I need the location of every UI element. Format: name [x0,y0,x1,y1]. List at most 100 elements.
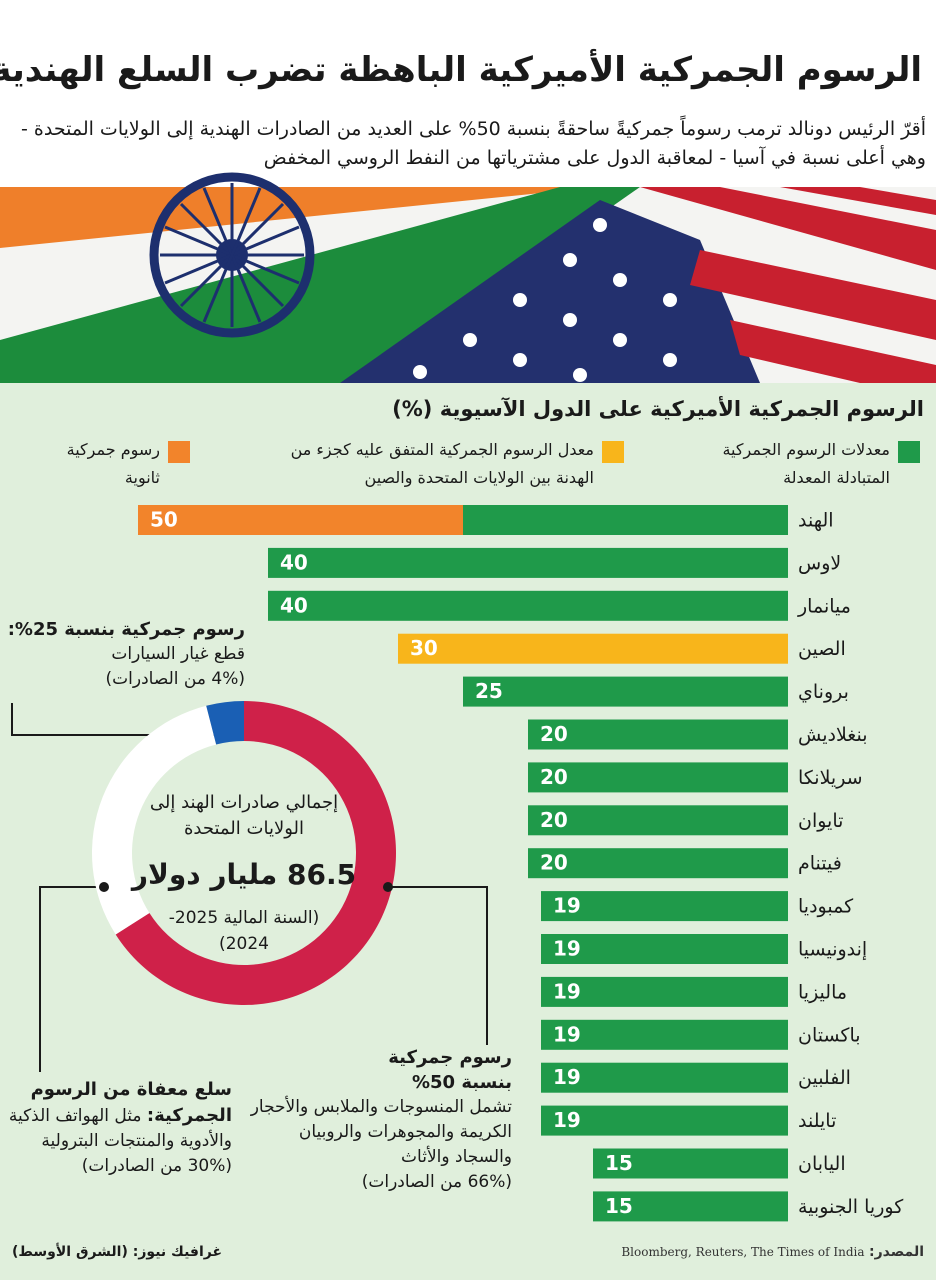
legend-label: رسوم جمركية ثانوية [66,440,160,487]
ashoka-chakra [149,172,315,338]
annotation-value-label: (4% من الصادرات) [105,669,245,689]
us-stripe [780,187,936,215]
category-label: اليابان [798,1153,846,1175]
legend-swatch [602,441,624,463]
bar [541,1105,788,1136]
category-label: فيتنام [798,853,842,875]
bar [541,891,788,922]
us-stripe [690,250,936,340]
category-label: كوريا الجنوبية [798,1196,904,1218]
bar [528,762,788,793]
source-label: المصدر: [869,1244,924,1260]
category-label: الصين [798,638,846,660]
bar [528,805,788,836]
bar [268,547,788,578]
bar [398,633,788,664]
us-canton [340,200,760,383]
source-text: Bloomberg, Reuters, The Times of India [621,1245,865,1259]
category-label: ماليزيا [798,981,847,1003]
value-label: 20 [540,765,568,789]
bar-chart-title: الرسوم الجمركية الأميركية على الدول الآس… [392,397,924,421]
bar [541,1062,788,1093]
header-background [0,0,936,187]
value-label: 25 [475,679,503,703]
annotation-heading: سلع معفاة من الرسوم الجمركية: [30,1079,232,1126]
donut-segment [91,705,217,935]
flag-image [0,172,936,383]
category-label: تايوان [798,810,843,832]
bar [463,505,788,535]
value-label: 20 [540,851,568,875]
value-label: 40 [280,593,308,617]
bar [463,676,788,707]
connector-dot [99,882,109,892]
category-label: إندونيسيا [798,939,867,962]
annotation-heading: رسوم جمركية بنسبة 25%: [7,619,245,640]
legend-label: معدلات الرسوم الجمركية المتبادلة المعدلة [722,440,890,487]
india-green [0,187,640,383]
us-stripe [730,320,936,383]
legend-label: معدل الرسوم الجمركية المتفق عليه كجزء من… [290,440,594,487]
bar [528,848,788,879]
bar [541,976,788,1007]
annotation: رسوم جمركية بنسبة 50% تشمل المنسوجات والم… [242,1045,512,1195]
annotation-heading: رسوم جمركية بنسبة 50% [388,1047,512,1093]
value-label: 19 [553,894,581,918]
value-label: 19 [553,937,581,961]
bar [541,934,788,964]
value-label: 19 [553,1108,581,1132]
annotation-value-label: (66% من الصادرات) [361,1172,512,1192]
bar [268,590,788,621]
category-label: الهند [798,510,834,532]
value-label: 20 [540,808,568,832]
category-label: بروناي [798,681,849,703]
value-label: 50 [150,508,178,532]
category-label: بنغلاديش [798,724,868,746]
connectors [11,703,488,1072]
value-label: 15 [605,1151,633,1175]
donut-center-value: 86.5 مليار دولار [131,858,357,891]
annotation-description: تشمل المنسوجات والملابس والأحجار الكريمة… [250,1097,512,1167]
connector-line [388,886,488,1045]
value-label: 15 [605,1194,633,1218]
annotation-description: مثل الهواتف الذكية والأدوية والمنتجات ال… [8,1106,232,1151]
bar [541,1019,788,1050]
us-stripe [640,187,936,270]
category-label: الفلبين [798,1067,851,1089]
donut-center-note: (السنة المالية 2025-2024) [168,908,320,954]
connector-dot [383,882,393,892]
bar [138,505,463,535]
legend-swatch [898,441,920,463]
annotation-value-label: (30% من الصادرات) [81,1156,232,1176]
value-label: 19 [553,979,581,1003]
value-label: 30 [410,636,438,660]
value-label: 40 [280,550,308,574]
value-label: 20 [540,722,568,746]
category-label: ميانمار [797,595,851,617]
bar [593,1148,788,1179]
annotation: سلع معفاة من الرسوم الجمركية: مثل الهوات… [7,1077,232,1179]
connector-line [39,886,104,1072]
us-stars [413,218,677,382]
subtitle: أقرّ الرئيس دونالد ترمب رسوماً جمركيةً س… [21,118,926,169]
donut-center-title: إجمالي صادرات الهند إلى الولايات المتحدة [149,792,339,839]
bar [528,719,788,750]
category-label: باكستان [798,1024,861,1046]
category-label: سريلانكا [798,767,863,789]
title: الرسوم الجمركية الأميركية الباهظة تضرب ا… [0,50,922,90]
category-label: لاوس [798,552,841,574]
value-label: 19 [553,1022,581,1046]
connector-line [11,703,215,736]
value-label: 19 [553,1065,581,1089]
annotation: رسوم جمركية بنسبة 25%: قطع غيار السيارات (… [0,617,245,692]
chakra-spokes [160,183,304,327]
donut-segment [206,701,244,745]
category-label: كمبوديا [798,896,854,918]
annotation-description: قطع غيار السيارات [111,644,245,664]
category-label: تايلند [798,1110,836,1132]
bar [593,1191,788,1222]
legend-swatch [168,441,190,463]
footer-credit: غرافيك نيوز: (الشرق الأوسط) [12,1244,223,1260]
